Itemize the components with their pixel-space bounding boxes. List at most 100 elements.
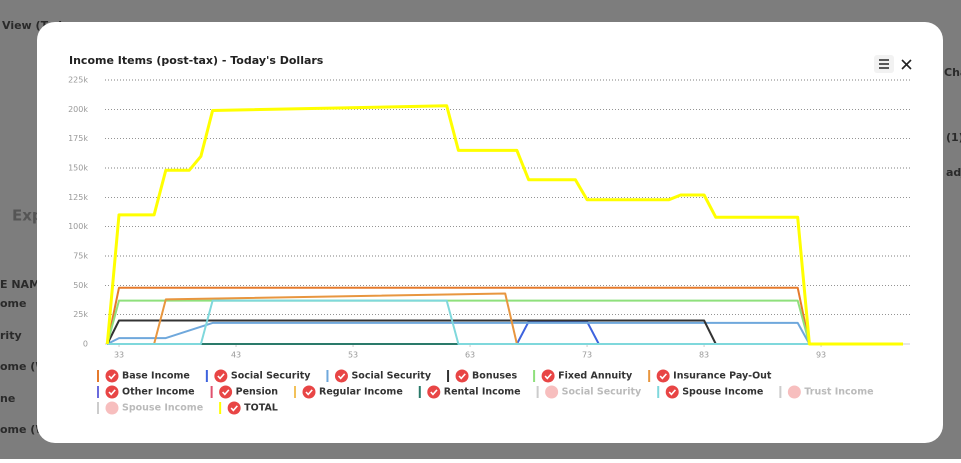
legend-label: Social Security bbox=[562, 387, 642, 398]
legend-item[interactable]: Spouse Income bbox=[657, 385, 763, 399]
close-button[interactable] bbox=[901, 59, 912, 70]
y-tick-label: 200k bbox=[68, 105, 88, 114]
x-tick-label: 33 bbox=[114, 351, 124, 360]
legend-check bbox=[334, 369, 348, 383]
check-mark bbox=[544, 373, 552, 380]
legend-label: Social Security bbox=[231, 371, 311, 382]
plot: 0 25k 50k 75k 100k 125k 150k 175k 200k 225k 33 43 53… bbox=[68, 76, 910, 360]
legend-check bbox=[105, 369, 119, 383]
bg-text: (1) bbox=[946, 131, 961, 144]
y-tick-label: 175k bbox=[68, 134, 88, 143]
check-mark bbox=[458, 373, 466, 380]
legend-label: Spouse Income bbox=[122, 403, 203, 414]
chart-title: Income Items (post-tax) - Today's Dollar… bbox=[69, 54, 324, 67]
modal bbox=[37, 22, 943, 443]
bg-text: E NAM bbox=[0, 278, 40, 291]
legend-label: Rental Income bbox=[444, 387, 521, 398]
y-tick-label: 150k bbox=[68, 164, 88, 173]
legend-label: Fixed Annuity bbox=[558, 371, 633, 382]
bg-text: rity bbox=[0, 329, 22, 342]
x-tick-label: 53 bbox=[348, 351, 358, 360]
y-tick-label: 125k bbox=[68, 193, 88, 202]
legend-swatch bbox=[97, 402, 99, 414]
check-mark bbox=[222, 389, 230, 396]
legend-check bbox=[455, 369, 469, 383]
legend-swatch bbox=[326, 370, 329, 382]
legend-swatch bbox=[447, 370, 450, 382]
bg-text: Chan bbox=[944, 66, 961, 79]
legend-item[interactable]: Bonuses bbox=[447, 369, 517, 383]
y-tick-label: 75k bbox=[73, 252, 88, 261]
legend-item[interactable]: Regular Income bbox=[294, 385, 403, 399]
legend-swatch bbox=[657, 386, 660, 398]
legend-label: Regular Income bbox=[319, 387, 403, 398]
bg-text: adju bbox=[946, 166, 961, 179]
legend-swatch bbox=[97, 370, 99, 382]
legend-check bbox=[105, 401, 119, 415]
legend-item[interactable]: Trust Income bbox=[779, 385, 874, 399]
check-mark bbox=[668, 389, 677, 396]
legend-check bbox=[787, 385, 801, 399]
legend-swatch bbox=[536, 386, 539, 398]
check-mark bbox=[430, 389, 438, 396]
check-mark bbox=[230, 405, 238, 412]
legend-check bbox=[545, 385, 559, 399]
legend-check bbox=[302, 385, 316, 399]
bg-text: Exp bbox=[12, 207, 43, 225]
x-tick-label: 43 bbox=[231, 351, 241, 360]
y-tick-label: 25k bbox=[73, 310, 88, 319]
series-line bbox=[107, 299, 903, 345]
legend: Base Income Social Security Social Securit… bbox=[97, 369, 874, 415]
legend-item[interactable]: Insurance Pay-Out bbox=[648, 369, 772, 383]
y-tick-label: 0 bbox=[83, 340, 88, 349]
legend-check bbox=[105, 385, 119, 399]
legend-swatch bbox=[219, 402, 222, 414]
legend-label: Trust Income bbox=[804, 387, 873, 398]
legend-check bbox=[427, 385, 441, 399]
legend-swatch bbox=[97, 386, 99, 398]
legend-swatch bbox=[210, 386, 213, 398]
legend-check bbox=[656, 369, 670, 383]
legend-item[interactable]: TOTAL bbox=[219, 401, 278, 415]
check-mark bbox=[217, 373, 225, 380]
series-line bbox=[105, 104, 903, 346]
legend-check bbox=[214, 369, 228, 383]
legend-label: Base Income bbox=[122, 371, 190, 382]
y-tick-label: 50k bbox=[73, 281, 88, 290]
check-mark bbox=[337, 373, 346, 380]
legend-item[interactable]: Pension bbox=[210, 385, 279, 399]
bg-text: ome bbox=[0, 297, 26, 310]
legend-item[interactable]: Other Income bbox=[97, 385, 195, 399]
legend-item[interactable]: Social Security bbox=[326, 369, 432, 383]
legend-item[interactable]: Social Security bbox=[536, 385, 642, 399]
y-tick-label: 225k bbox=[68, 76, 88, 85]
legend-item[interactable]: Spouse Income bbox=[97, 401, 203, 415]
legend-check bbox=[665, 385, 679, 399]
x-tick-label: 83 bbox=[699, 351, 709, 360]
check-mark bbox=[305, 389, 313, 396]
legend-label: Social Security bbox=[351, 371, 431, 382]
legend-label: TOTAL bbox=[244, 403, 278, 414]
check-mark bbox=[659, 373, 667, 380]
legend-item[interactable]: Social Security bbox=[205, 369, 311, 383]
legend-label: Insurance Pay-Out bbox=[673, 371, 772, 382]
legend-label: Spouse Income bbox=[682, 387, 763, 398]
legend-swatch bbox=[779, 386, 782, 398]
legend-label: Pension bbox=[236, 387, 279, 398]
legend-check bbox=[227, 401, 241, 415]
legend-item[interactable]: Base Income bbox=[97, 369, 190, 383]
legend-swatch bbox=[418, 386, 421, 398]
legend-item[interactable]: Fixed Annuity bbox=[533, 369, 633, 383]
legend-swatch bbox=[648, 370, 651, 382]
legend-check bbox=[541, 369, 555, 383]
x-tick-label: 93 bbox=[816, 351, 826, 360]
legend-label: Other Income bbox=[122, 387, 195, 398]
legend-swatch bbox=[205, 370, 208, 382]
x-tick-label: 63 bbox=[465, 351, 475, 360]
menu-button[interactable] bbox=[874, 55, 894, 73]
legend-item[interactable]: Rental Income bbox=[418, 385, 521, 399]
x-tick-label: 73 bbox=[582, 351, 592, 360]
bg-text: ne bbox=[0, 392, 15, 405]
